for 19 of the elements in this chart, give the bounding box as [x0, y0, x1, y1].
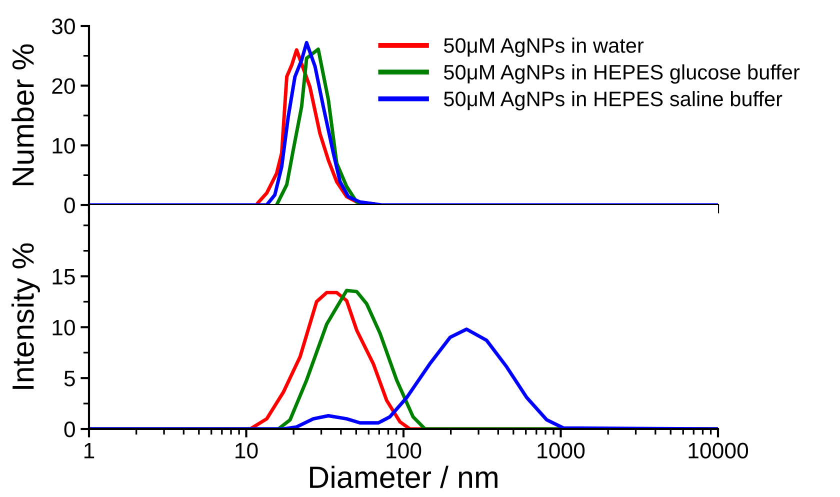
- y-axis-title: Intensity %: [11, 243, 40, 389]
- y-tick-label: 0: [64, 198, 75, 214]
- x-tick-label: 1: [84, 443, 94, 458]
- y-axis-title: Number %: [11, 44, 34, 186]
- x-axis-title: Diameter / nm: [310, 466, 498, 488]
- y-tick-label: 5: [64, 370, 75, 386]
- legend-label: 50μM AgNPs in HEPES saline buffer: [444, 91, 782, 110]
- legend-label: 50μM AgNPs in water: [444, 38, 644, 58]
- y-tick-label: 20: [52, 78, 75, 94]
- y-tick-label: 30: [52, 18, 75, 34]
- y-tick-label: 10: [52, 138, 75, 154]
- y-tick-label: 0: [64, 422, 75, 438]
- legend-label: 50μM AgNPs in HEPES glucose buffer: [444, 64, 800, 84]
- x-tick-label: 100: [386, 442, 422, 459]
- y-tick-label: 15: [52, 269, 75, 285]
- x-tick-label: 10000: [688, 442, 748, 459]
- y-tick-label: 10: [52, 320, 75, 336]
- x-tick-label: 10: [236, 442, 258, 459]
- x-tick-label: 1000: [538, 442, 585, 459]
